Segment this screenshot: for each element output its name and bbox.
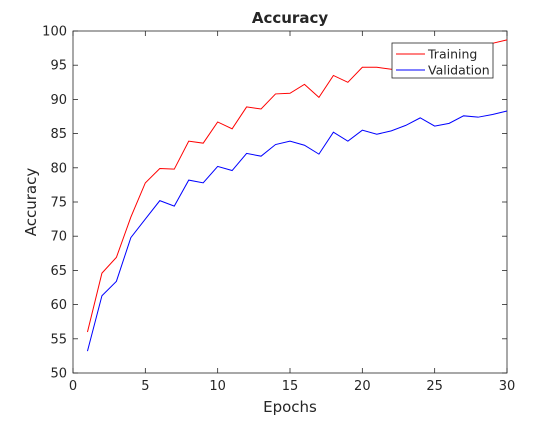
legend-label-training: Training bbox=[427, 47, 477, 62]
x-tick-label: 20 bbox=[354, 379, 371, 394]
legend-box bbox=[391, 42, 494, 79]
y-tick-label: 100 bbox=[42, 25, 67, 40]
y-tick-label: 75 bbox=[50, 196, 67, 211]
x-tick-label: 15 bbox=[282, 379, 299, 394]
x-tick-label: 5 bbox=[141, 379, 149, 394]
x-tick-label: 10 bbox=[209, 379, 226, 394]
y-tick-label: 90 bbox=[50, 93, 67, 108]
y-tick-label: 85 bbox=[50, 127, 67, 142]
y-tick-label: 80 bbox=[50, 161, 67, 176]
y-tick-label: 70 bbox=[50, 230, 67, 245]
y-tick-label: 60 bbox=[50, 298, 67, 313]
series-line-validation bbox=[86, 110, 508, 352]
plot-area bbox=[72, 30, 508, 374]
y-tick-label: 65 bbox=[50, 264, 67, 279]
x-tick-label: 0 bbox=[69, 379, 77, 394]
x-axis-label: Epochs bbox=[263, 398, 317, 416]
chart-title: Accuracy bbox=[252, 9, 328, 27]
y-tick-label: 95 bbox=[50, 59, 67, 74]
x-tick-label: 25 bbox=[426, 379, 443, 394]
y-tick-label: 55 bbox=[50, 332, 67, 347]
axis-ticks: 0 5 10 15 20 25 30 50 55 60 65 70 75 80 85 90 95 100 bbox=[42, 25, 515, 395]
y-tick-label: 50 bbox=[50, 367, 67, 382]
x-tick-label: 30 bbox=[499, 379, 516, 394]
y-axis-label: Accuracy bbox=[22, 168, 40, 237]
legend-label-validation: Validation bbox=[428, 63, 490, 78]
